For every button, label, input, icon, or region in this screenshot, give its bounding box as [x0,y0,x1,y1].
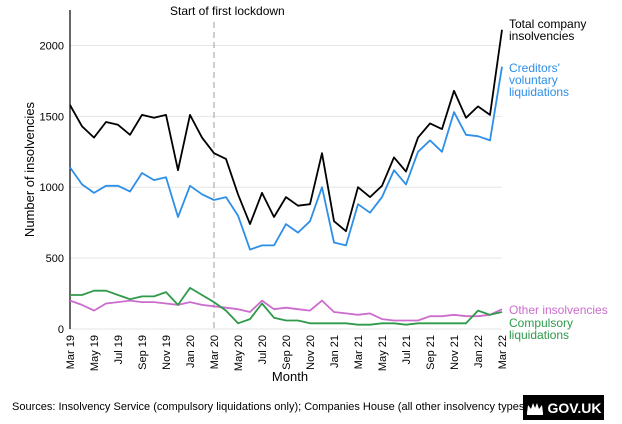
x-axis-title: Month [272,369,308,384]
x-tick-label: May 19 [89,335,101,371]
x-tick-label: Jul 21 [401,335,413,364]
series-labels: Total company insolvencies Creditors' volun… [509,17,608,342]
x-tick-label: Nov 21 [449,335,461,370]
x-tick-label: May 21 [377,335,389,371]
x-tick-label: Sep 19 [137,335,149,370]
x-axis-ticks: Mar 19 May 19 Jul 19 Sep 19 Nov 19 Jan 20 Mar … [65,335,509,371]
govuk-logo-text: GOV.UK [547,399,602,416]
series-label: Total company insolvencies [509,17,586,43]
footer: Sources: Insolvency Service (compulsory … [0,393,622,424]
grid-lines [70,44,502,330]
y-tick-label: 500 [46,253,64,265]
y-axis-ticks: 0 500 1000 1500 2000 [40,40,64,336]
x-tick-label: Sep 20 [281,335,293,370]
series-lines [69,29,503,326]
series-label: Creditors' voluntary liquidations [509,61,569,99]
x-tick-label: Mar 19 [65,335,77,369]
series-line [69,299,503,322]
series-label: Compulsory liquidations [509,316,573,342]
y-tick-label: 0 [58,324,64,336]
govuk-logo: GOV.UK [523,395,604,420]
y-tick-label: 1000 [40,182,64,194]
x-tick-label: Jan 21 [329,335,341,368]
crown-icon [526,402,543,415]
x-tick-label: Mar 21 [353,335,365,369]
x-tick-label: Sep 21 [425,335,437,370]
series-label: Other insolvencies [509,303,608,317]
series-line [69,66,503,251]
y-tick-label: 1500 [40,111,64,123]
x-tick-label: Jan 22 [473,335,485,368]
x-tick-label: Jul 19 [113,335,125,364]
y-tick-label: 2000 [40,40,64,52]
x-tick-label: Jan 20 [185,335,197,368]
x-tick-label: Nov 19 [161,335,173,370]
series-line [69,29,503,233]
x-tick-label: Mar 22 [497,335,509,369]
series-line [70,286,503,326]
source-note: Sources: Insolvency Service (compulsory … [12,401,529,413]
x-tick-label: Jul 20 [257,335,269,364]
y-axis-title: Number of insolvencies [22,101,37,237]
x-tick-label: May 20 [233,335,245,371]
x-tick-label: Nov 20 [305,335,317,370]
x-tick-label: Mar 20 [209,335,221,369]
lockdown-annotation: Start of first lockdown [170,4,285,18]
